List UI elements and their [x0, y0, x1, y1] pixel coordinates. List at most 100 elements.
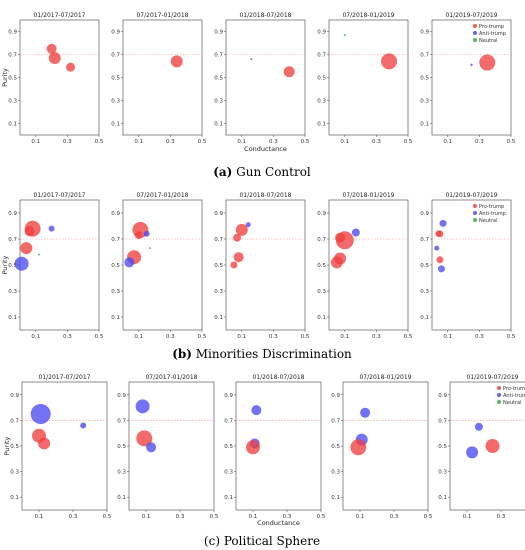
- caption-letter: (a): [213, 165, 232, 179]
- y-tick-label: 0.9: [10, 393, 19, 399]
- y-tick-label: 0.7: [8, 237, 17, 243]
- y-tick-label: 0.7: [317, 237, 326, 243]
- panel: 07/2017-01/2018 0.1 0.3 0.5 0.1 0.3 0.5 0.7 0.9: [117, 374, 219, 520]
- y-tick-label: 0.9: [420, 30, 429, 36]
- data-point-neutral: [148, 247, 151, 250]
- y-tick-label: 0.7: [224, 418, 233, 424]
- legend-label: Pro-trump: [503, 386, 525, 392]
- x-tick-label: 0.1: [31, 334, 40, 340]
- x-tick-label: 0.3: [283, 514, 292, 520]
- axes-frame: [19, 199, 100, 331]
- subfigure-caption: (a) Gun Control: [213, 165, 311, 179]
- subfigure-caption: (b) Minorities Discrimination: [172, 347, 352, 361]
- caption-text: Gun Control: [232, 165, 311, 179]
- data-point-pro-trump: [20, 242, 33, 255]
- axes-frame: [21, 381, 108, 511]
- legend-marker: [473, 211, 477, 215]
- y-tick-label: 0.3: [8, 289, 17, 295]
- legend-label: Anti-trump: [503, 393, 525, 399]
- data-point-pro-trump: [335, 231, 354, 250]
- x-tick-label: 0.3: [69, 514, 78, 520]
- x-tick-label: 0.3: [372, 139, 381, 145]
- x-tick-label: 0.1: [249, 514, 258, 520]
- y-tick-label: 0.5: [420, 76, 429, 82]
- x-tick-label: 0.5: [210, 514, 219, 520]
- x-tick-label: 0.1: [443, 139, 452, 145]
- y-tick-label: 0.7: [420, 237, 429, 243]
- axes-frame: [431, 199, 512, 331]
- x-tick-label: 0.5: [301, 139, 310, 145]
- y-tick-label: 0.1: [214, 122, 223, 128]
- data-point-anti-trump: [474, 422, 483, 431]
- y-tick-label: 0.1: [317, 122, 326, 128]
- data-point-pro-trump: [435, 230, 442, 237]
- data-point-pro-trump: [233, 233, 242, 242]
- x-tick-label: 0.5: [103, 514, 112, 520]
- panel-title: 01/2017-07/2017: [38, 374, 90, 381]
- y-tick-label: 0.5: [111, 263, 120, 269]
- data-point-anti-trump: [80, 422, 87, 429]
- data-point-anti-trump: [360, 407, 371, 418]
- legend-label: Neutral: [479, 218, 497, 224]
- y-tick-label: 0.9: [111, 211, 120, 217]
- axes-frame: [328, 19, 409, 136]
- y-tick-label: 0.7: [8, 53, 17, 59]
- y-tick-label: 0.3: [317, 99, 326, 105]
- y-tick-label: 0.7: [111, 53, 120, 59]
- data-point-anti-trump: [250, 58, 253, 61]
- y-tick-label: 0.5: [438, 444, 447, 450]
- legend-marker: [473, 24, 477, 28]
- y-tick-label: 0.9: [438, 393, 447, 399]
- data-point-pro-trump: [233, 252, 244, 263]
- x-tick-label: 0.5: [507, 139, 516, 145]
- panel-title: 07/2017-01/2018: [136, 12, 188, 19]
- y-tick-label: 0.1: [111, 122, 120, 128]
- data-point-anti-trump: [30, 404, 51, 424]
- y-tick-label: 0.7: [10, 418, 19, 424]
- panel: 07/2017-01/2018 0.1 0.3 0.5 0.1 0.3 0.5 0.7 0.9: [111, 192, 207, 340]
- caption-text: Political Sphere: [220, 534, 320, 548]
- y-tick-label: 0.7: [420, 53, 429, 59]
- panel: 01/2018-07/2018 0.1 0.3 0.5 0.1 0.3 0.5 0.7 0.9: [214, 12, 310, 145]
- data-point-pro-trump: [46, 43, 57, 54]
- data-point-neutral: [37, 253, 40, 256]
- y-tick-label: 0.7: [214, 237, 223, 243]
- y-tick-label: 0.9: [111, 30, 120, 36]
- data-point-anti-trump: [146, 442, 157, 453]
- y-tick-label: 0.5: [10, 444, 19, 450]
- panel: 01/2018-07/2018 0.1 0.3 0.5 0.1 0.3 0.5 0.7 0.9: [224, 374, 326, 520]
- data-point-pro-trump: [436, 256, 444, 264]
- y-tick-label: 0.9: [117, 393, 126, 399]
- panel: 01/2018-07/2018 0.1 0.3 0.5 0.1 0.3 0.5 0.7 0.9: [214, 192, 310, 340]
- legend-label: Anti-trump: [479, 211, 506, 217]
- data-point-anti-trump: [245, 222, 251, 228]
- panel: 01/2019-07/2019 0.1 0.3 0.5 0.1 0.3 0.5 0.7 0.9 P…: [420, 12, 516, 145]
- data-point-pro-trump: [170, 55, 183, 68]
- y-tick-label: 0.9: [8, 211, 17, 217]
- panel-title: 01/2019-07/2019: [445, 12, 497, 19]
- y-tick-label: 0.7: [317, 53, 326, 59]
- panel-title: 01/2017-07/2017: [33, 192, 85, 199]
- x-tick-label: 0.1: [237, 334, 246, 340]
- data-point-anti-trump: [14, 256, 29, 271]
- subfigure-1: 01/2017-07/2017 0.1 0.3 0.5 0.1 0.3 0.5 0.7 0.9 0…: [1, 12, 516, 179]
- y-tick-label: 0.9: [420, 211, 429, 217]
- panel-title: 01/2017-07/2017: [33, 12, 85, 19]
- y-tick-label: 0.1: [224, 495, 233, 501]
- panel-title: 07/2017-01/2018: [145, 374, 197, 381]
- panel-title: 01/2018-07/2018: [252, 374, 304, 381]
- data-point-pro-trump: [350, 439, 367, 456]
- y-tick-label: 0.1: [8, 122, 17, 128]
- y-tick-label: 0.3: [420, 289, 429, 295]
- data-point-pro-trump: [134, 231, 143, 240]
- panel: 01/2017-07/2017 0.1 0.3 0.5 0.1 0.3 0.5 0.7 0.9: [8, 192, 104, 340]
- x-tick-label: 0.1: [443, 334, 452, 340]
- x-tick-label: 0.5: [198, 139, 207, 145]
- x-tick-label: 0.1: [142, 514, 151, 520]
- x-tick-label: 0.3: [372, 334, 381, 340]
- panel-title: 07/2018-01/2019: [342, 192, 394, 199]
- y-tick-label: 0.9: [8, 30, 17, 36]
